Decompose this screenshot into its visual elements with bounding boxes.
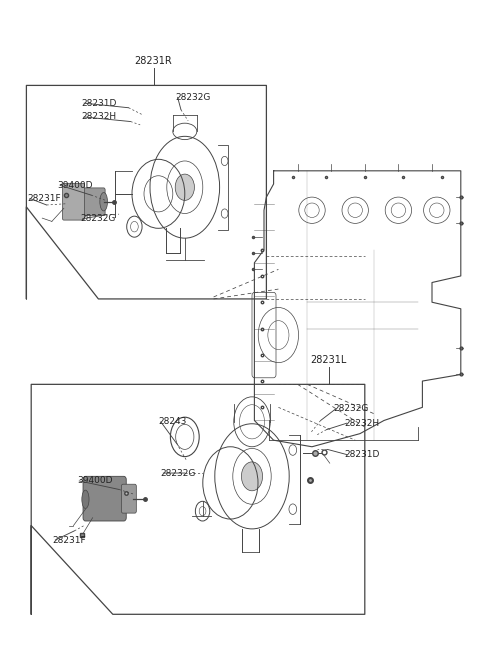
Text: 28232G: 28232G <box>80 214 116 223</box>
Text: 28231F: 28231F <box>27 194 61 203</box>
Text: 28231L: 28231L <box>311 355 347 365</box>
FancyBboxPatch shape <box>78 188 105 215</box>
FancyBboxPatch shape <box>83 476 126 521</box>
Text: 28232H: 28232H <box>82 112 117 122</box>
Text: 28231F: 28231F <box>53 535 86 545</box>
Text: 28231D: 28231D <box>82 99 117 108</box>
Text: 28243: 28243 <box>158 417 187 426</box>
Ellipse shape <box>74 192 85 212</box>
Text: 28231D: 28231D <box>345 450 380 459</box>
Circle shape <box>241 462 263 491</box>
Text: 28232G: 28232G <box>175 93 211 102</box>
Circle shape <box>175 174 194 200</box>
Text: 28231R: 28231R <box>135 56 172 66</box>
Text: 28232G: 28232G <box>161 468 196 478</box>
FancyBboxPatch shape <box>121 484 136 513</box>
Text: 28232G: 28232G <box>334 404 369 413</box>
Text: 39400D: 39400D <box>77 476 112 486</box>
Text: 28232H: 28232H <box>345 419 380 428</box>
FancyBboxPatch shape <box>62 183 84 220</box>
Ellipse shape <box>100 193 108 211</box>
Text: 39400D: 39400D <box>58 181 93 190</box>
Ellipse shape <box>82 490 89 509</box>
